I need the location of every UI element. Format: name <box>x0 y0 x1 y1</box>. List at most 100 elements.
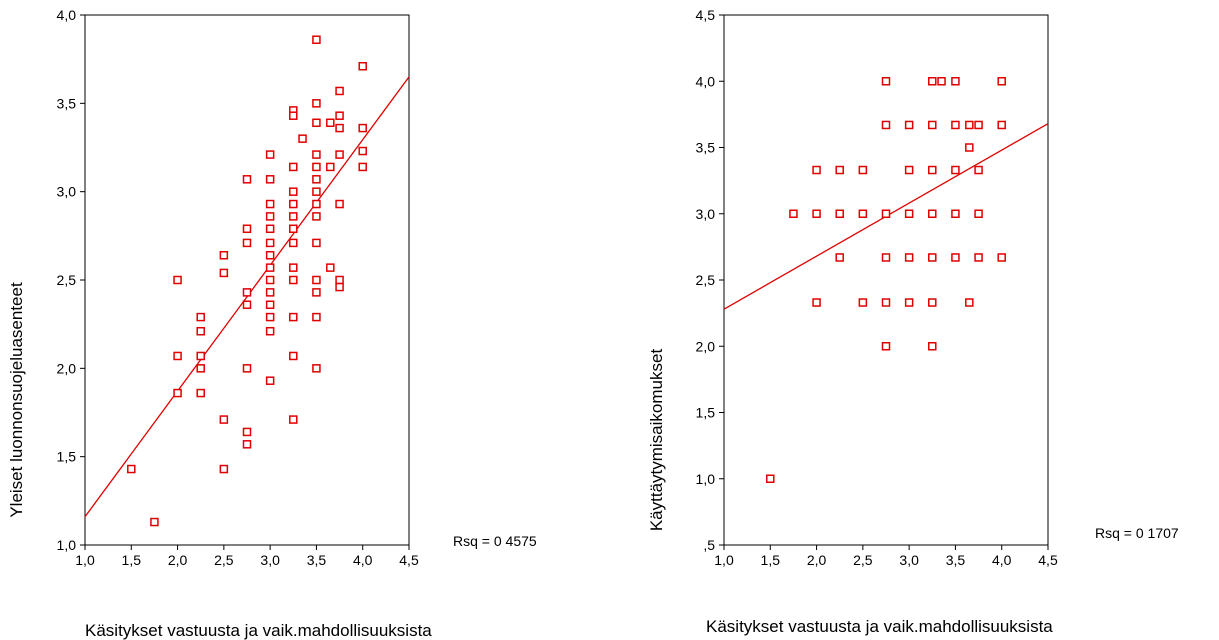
data-point <box>242 440 252 449</box>
data-point <box>335 123 344 133</box>
data-point <box>965 143 974 152</box>
rsq-annotation: Rsq = 0 1707 <box>1095 525 1179 541</box>
data-point <box>904 298 914 307</box>
data-point <box>335 111 344 120</box>
data-point <box>312 118 321 128</box>
data-point <box>974 120 983 130</box>
data-point <box>881 120 891 130</box>
data-point <box>326 118 335 128</box>
x-tick-label: 4,5 <box>1038 552 1058 568</box>
y-tick-label: 1,0 <box>696 471 716 487</box>
y-axis-title: Käyttäytymisaikomukset <box>647 349 666 532</box>
y-tick-label: 2,5 <box>57 272 77 288</box>
data-point <box>312 199 321 209</box>
x-tick-label: 2,5 <box>214 552 234 568</box>
data-point <box>242 224 252 234</box>
data-point <box>789 209 798 218</box>
x-tick-label: 1,0 <box>714 552 734 568</box>
data-point <box>858 165 868 175</box>
data-point <box>265 376 275 385</box>
data-point <box>265 326 275 336</box>
data-point <box>766 474 775 483</box>
data-point <box>196 326 205 336</box>
data-point <box>219 268 229 278</box>
data-point <box>835 209 844 218</box>
data-point <box>951 77 960 86</box>
y-tick-label: 4,5 <box>696 7 716 23</box>
x-tick-label: 4,0 <box>353 552 373 568</box>
y-tick-label: 1,5 <box>696 405 716 421</box>
data-point <box>289 212 298 221</box>
y-tick-label: 2,5 <box>696 272 716 288</box>
data-point <box>928 253 937 262</box>
x-tick-label: 3,5 <box>307 552 327 568</box>
data-point <box>335 282 344 292</box>
data-point <box>928 120 937 130</box>
data-point <box>835 165 844 175</box>
data-point <box>242 175 252 184</box>
data-point <box>974 165 983 175</box>
data-point <box>974 209 983 218</box>
plot-frame <box>723 14 1049 546</box>
data-point <box>928 77 937 86</box>
data-point <box>196 364 205 373</box>
data-point <box>196 312 205 322</box>
data-point <box>242 238 252 248</box>
data-point <box>951 165 960 175</box>
data-point <box>127 464 136 474</box>
data-point <box>358 61 367 71</box>
x-tick-label: 1,5 <box>122 552 142 568</box>
y-tick-label: 4,0 <box>57 7 77 23</box>
data-point <box>265 238 275 248</box>
data-point <box>965 120 974 130</box>
x-tick-label: 2,0 <box>168 552 188 568</box>
data-point <box>358 146 367 156</box>
data-point <box>289 275 298 285</box>
data-point <box>904 165 914 175</box>
data-point <box>289 224 298 234</box>
data-point <box>289 111 298 120</box>
data-point <box>965 298 974 307</box>
data-point <box>904 209 914 218</box>
data-point <box>289 199 298 209</box>
data-point <box>335 199 344 209</box>
data-point <box>335 150 344 159</box>
x-axis-title: Käsitykset vastuusta ja vaik.mahdollisuu… <box>706 617 1053 636</box>
data-point <box>312 288 321 297</box>
data-point <box>358 162 367 172</box>
data-point <box>289 162 298 172</box>
data-point <box>265 199 275 209</box>
data-point <box>265 212 275 221</box>
data-point <box>312 212 321 221</box>
y-tick-label: 3,5 <box>696 140 716 156</box>
x-tick-label: 3,0 <box>260 552 280 568</box>
data-point <box>150 517 159 527</box>
data-point <box>242 427 252 437</box>
data-point <box>196 351 205 361</box>
y-tick-label: 3,5 <box>57 95 77 111</box>
x-tick-label: 4,5 <box>399 552 419 568</box>
data-point <box>265 251 275 260</box>
data-point <box>242 364 252 373</box>
data-point <box>881 298 891 307</box>
data-point <box>358 123 367 133</box>
data-point <box>265 150 275 159</box>
x-tick-label: 1,0 <box>75 552 95 568</box>
data-point <box>265 263 275 272</box>
data-point <box>904 253 914 262</box>
data-point <box>289 415 298 424</box>
data-point <box>173 351 182 361</box>
data-point <box>196 388 205 398</box>
data-point <box>312 312 321 322</box>
y-tick-label: 1,5 <box>57 449 77 465</box>
rsq-annotation: Rsq = 0 4575 <box>453 533 537 549</box>
data-point <box>928 209 937 218</box>
data-point <box>298 134 307 143</box>
x-tick-label: 2,5 <box>853 552 873 568</box>
x-tick-label: 3,5 <box>946 552 966 568</box>
data-point <box>997 253 1006 262</box>
data-point <box>312 99 321 108</box>
data-point <box>928 165 937 175</box>
data-point <box>835 253 844 262</box>
